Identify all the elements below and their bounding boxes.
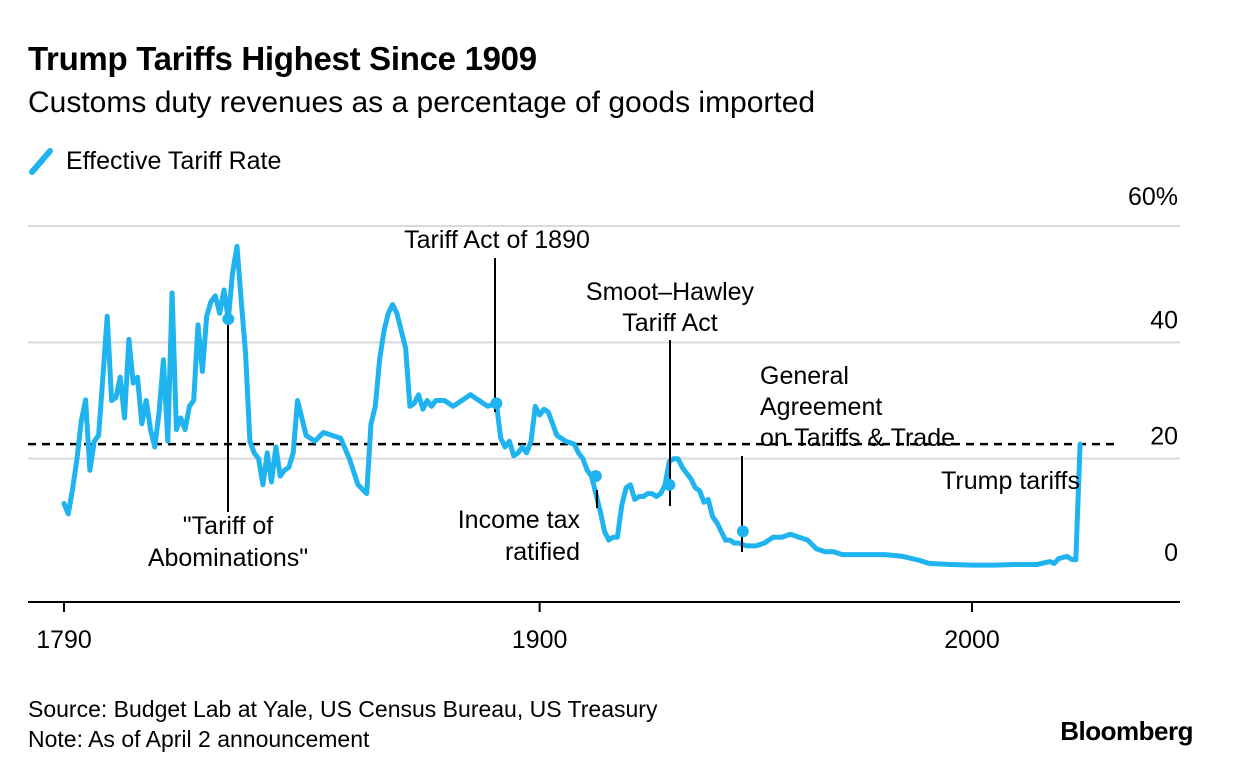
annotation-dot bbox=[222, 313, 235, 326]
annotation-label: "Tariff of Abominations" bbox=[148, 512, 308, 572]
annotation-label: Tariff Act of 1890 bbox=[404, 226, 590, 254]
y-tick-label: 0 bbox=[1164, 539, 1178, 567]
bloomberg-logo: Bloomberg bbox=[1060, 716, 1193, 746]
annotation-label: Trump tariffs bbox=[941, 467, 1080, 495]
annotation-dot bbox=[589, 470, 602, 483]
grid-lines bbox=[28, 225, 1180, 460]
legend-label: Effective Tariff Rate bbox=[66, 146, 282, 175]
x-tick-label: 2000 bbox=[944, 626, 1000, 654]
annotation-dot bbox=[490, 397, 503, 410]
legend-swatch-icon bbox=[29, 148, 53, 175]
annotation-dot bbox=[736, 525, 749, 538]
x-axis: 1790 1900 2000 bbox=[28, 601, 1180, 654]
chart-title: Trump Tariffs Highest Since 1909 bbox=[28, 40, 537, 77]
y-axis: 0 20 40 60% bbox=[1128, 183, 1178, 567]
y-tick-label: 20 bbox=[1150, 423, 1178, 451]
annotation-label: General Agreement on Tariffs & Trade bbox=[760, 362, 955, 452]
y-tick-label: 60% bbox=[1128, 183, 1178, 211]
source-note: Source: Budget Lab at Yale, US Census Bu… bbox=[28, 696, 658, 722]
chart-subtitle: Customs duty revenues as a percentage of… bbox=[28, 86, 816, 119]
series-line bbox=[61, 243, 1083, 568]
x-tick-label: 1790 bbox=[36, 626, 92, 654]
annotation-label: Income tax ratified bbox=[458, 506, 581, 566]
annotation-label: Smoot–Hawley Tariff Act bbox=[586, 278, 755, 337]
x-tick-label: 1900 bbox=[512, 626, 568, 654]
footnote: Note: As of April 2 announcement bbox=[28, 726, 370, 752]
annotation-dot bbox=[663, 478, 676, 491]
legend: Effective Tariff Rate bbox=[28, 146, 281, 176]
series-group bbox=[61, 243, 1083, 568]
annotations-group: "Tariff of Abominations" Tariff Act of 189… bbox=[148, 226, 1080, 572]
y-tick-label: 40 bbox=[1150, 306, 1178, 334]
